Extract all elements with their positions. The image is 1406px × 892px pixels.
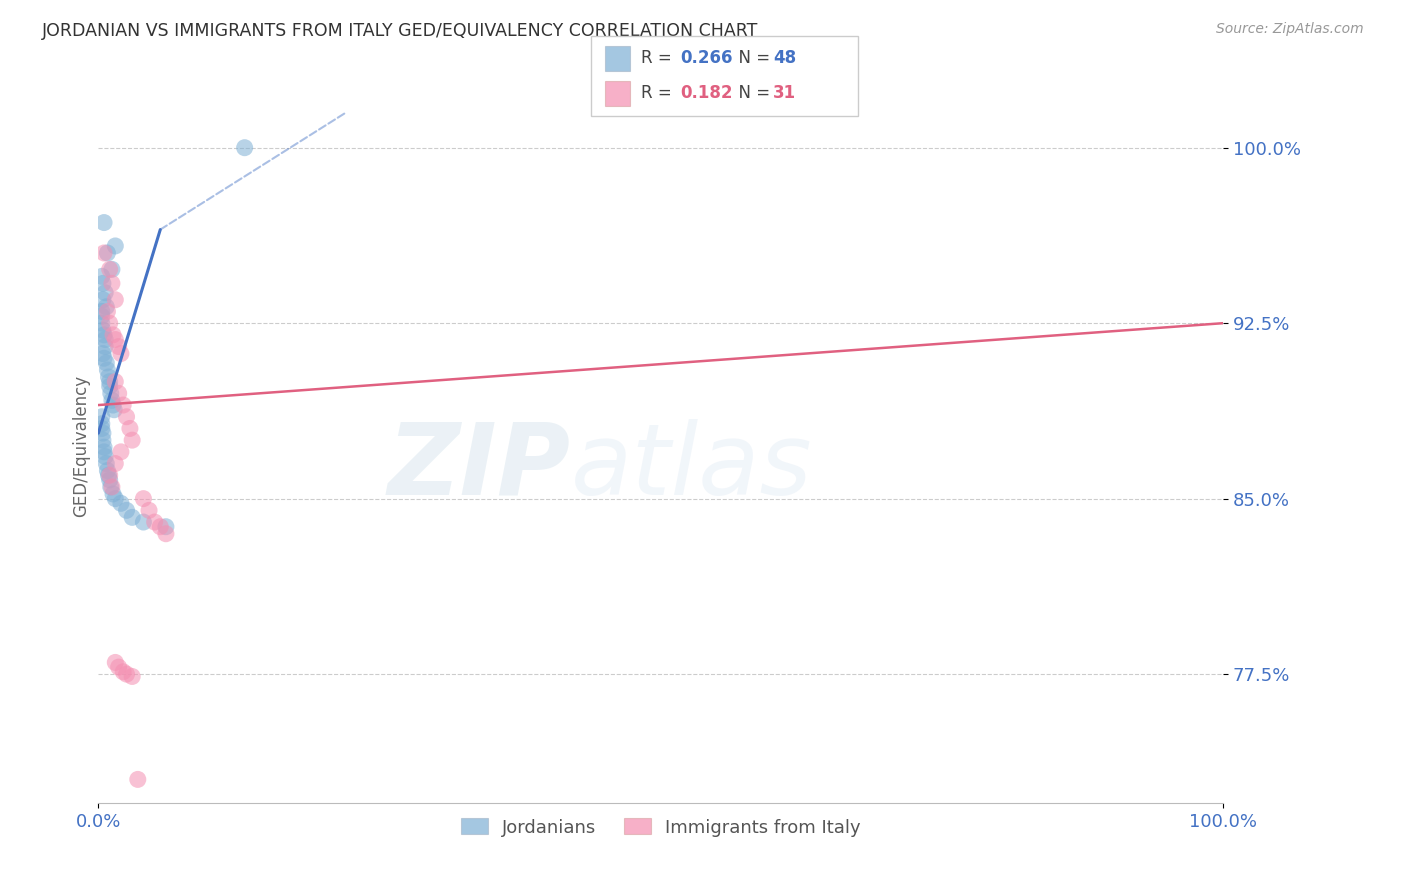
Point (96, 246, 118, 260)
Text: 48: 48 (773, 49, 796, 67)
Point (90, 417, 112, 431)
Point (100, 386, 122, 401)
Point (97, 370, 120, 384)
Point (96, 363, 118, 377)
Point (110, 346, 132, 360)
Point (143, 515, 166, 529)
Point (115, 409, 138, 424)
Point (101, 327, 124, 342)
Point (115, 503, 138, 517)
Point (91, 433, 114, 447)
Point (104, 491, 127, 506)
Point (101, 398, 124, 412)
Point (94, 340, 117, 354)
Point (155, 526, 177, 541)
Point (107, 660, 129, 674)
Point (94, 285, 117, 300)
Point (107, 386, 129, 401)
Point (104, 293, 127, 307)
Point (149, 519, 172, 533)
Text: 0.266: 0.266 (681, 49, 733, 67)
Point (121, 669, 143, 683)
Point (96, 356, 118, 370)
Point (233, 141, 256, 155)
Point (90, 421, 112, 435)
Point (118, 421, 141, 435)
Point (94, 333, 117, 347)
Point (93, 327, 115, 342)
Point (98, 379, 121, 393)
Point (121, 510, 143, 524)
Point (101, 277, 124, 291)
Point (96, 464, 118, 478)
Point (110, 496, 132, 510)
Point (93, 351, 115, 366)
Text: R =: R = (641, 85, 678, 103)
Point (98, 468, 121, 483)
Point (103, 402, 125, 417)
Point (96, 304, 118, 318)
Text: ZIP: ZIP (388, 419, 571, 516)
Text: 0.182: 0.182 (681, 85, 733, 103)
Point (94, 450, 117, 464)
Point (93, 246, 115, 260)
Point (90, 316, 112, 330)
Point (91, 277, 114, 291)
Point (91, 346, 114, 360)
Point (93, 445, 115, 459)
Point (112, 665, 135, 679)
Text: Source: ZipAtlas.com: Source: ZipAtlas.com (1216, 22, 1364, 37)
Point (93, 440, 115, 454)
Point (96, 457, 118, 471)
Point (155, 519, 177, 533)
Point (98, 473, 121, 487)
Point (104, 333, 127, 347)
Point (132, 515, 155, 529)
Point (121, 433, 143, 447)
Text: atlas: atlas (571, 419, 813, 516)
Text: 31: 31 (773, 85, 796, 103)
Point (91, 293, 114, 307)
Point (91, 426, 114, 441)
Point (91, 323, 114, 337)
Point (104, 656, 127, 670)
Point (112, 398, 135, 412)
Point (93, 216, 115, 230)
Point (104, 239, 127, 253)
Text: N =: N = (728, 85, 776, 103)
Point (101, 480, 124, 494)
Point (98, 262, 121, 277)
Point (132, 491, 155, 506)
Point (98, 375, 121, 389)
Point (101, 393, 124, 408)
Legend: Jordanians, Immigrants from Italy: Jordanians, Immigrants from Italy (454, 811, 868, 844)
Point (97, 468, 120, 483)
Point (115, 667, 138, 681)
Point (90, 304, 112, 318)
Y-axis label: GED/Equivalency: GED/Equivalency (72, 375, 90, 517)
Point (104, 457, 127, 471)
Point (107, 340, 129, 354)
Point (90, 309, 112, 323)
Point (127, 772, 149, 787)
Point (98, 316, 121, 330)
Text: R =: R = (641, 49, 678, 67)
Point (96, 300, 118, 314)
Point (101, 487, 124, 501)
Point (100, 480, 122, 494)
Point (90, 269, 112, 284)
Text: N =: N = (728, 49, 776, 67)
Text: JORDANIAN VS IMMIGRANTS FROM ITALY GED/EQUIVALENCY CORRELATION CHART: JORDANIAN VS IMMIGRANTS FROM ITALY GED/E… (42, 22, 759, 40)
Point (101, 262, 124, 277)
Point (138, 503, 160, 517)
Point (110, 445, 132, 459)
Point (104, 375, 127, 389)
Point (90, 409, 112, 424)
